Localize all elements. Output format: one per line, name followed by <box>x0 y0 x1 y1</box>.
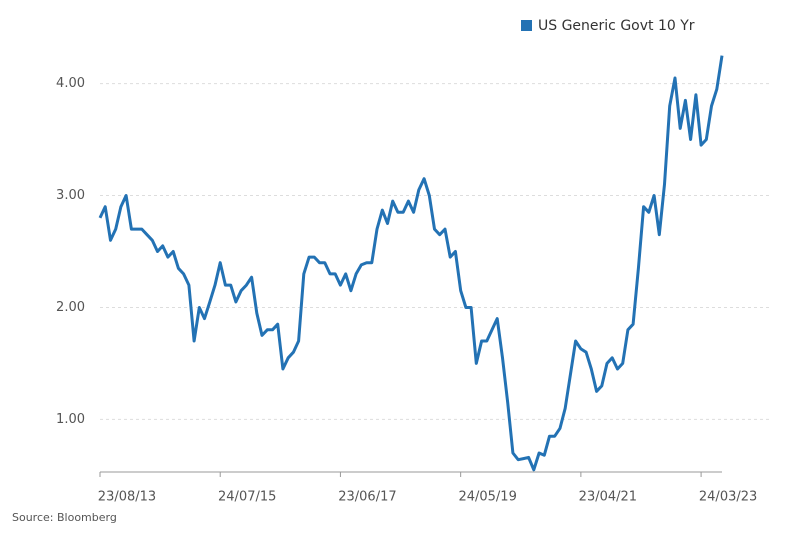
x-tick-label: 23/08/13 <box>98 490 156 505</box>
x-tick-label: 24/03/23 <box>699 490 757 505</box>
y-tick-label: 2.00 <box>56 300 85 315</box>
y-tick-label: 4.00 <box>56 76 85 91</box>
x-tick-label: 23/04/21 <box>579 490 637 505</box>
legend-swatch <box>521 20 532 31</box>
source-note: Source: Bloomberg <box>12 511 117 524</box>
legend-label: US Generic Govt 10 Yr <box>538 18 695 34</box>
x-tick-label: 23/06/17 <box>338 490 396 505</box>
y-tick-label: 1.00 <box>56 412 85 427</box>
x-tick-label: 24/05/19 <box>458 490 516 505</box>
y-tick-label: 3.00 <box>56 188 85 203</box>
x-tick-label: 24/07/15 <box>218 490 276 505</box>
line-series <box>98 55 724 472</box>
